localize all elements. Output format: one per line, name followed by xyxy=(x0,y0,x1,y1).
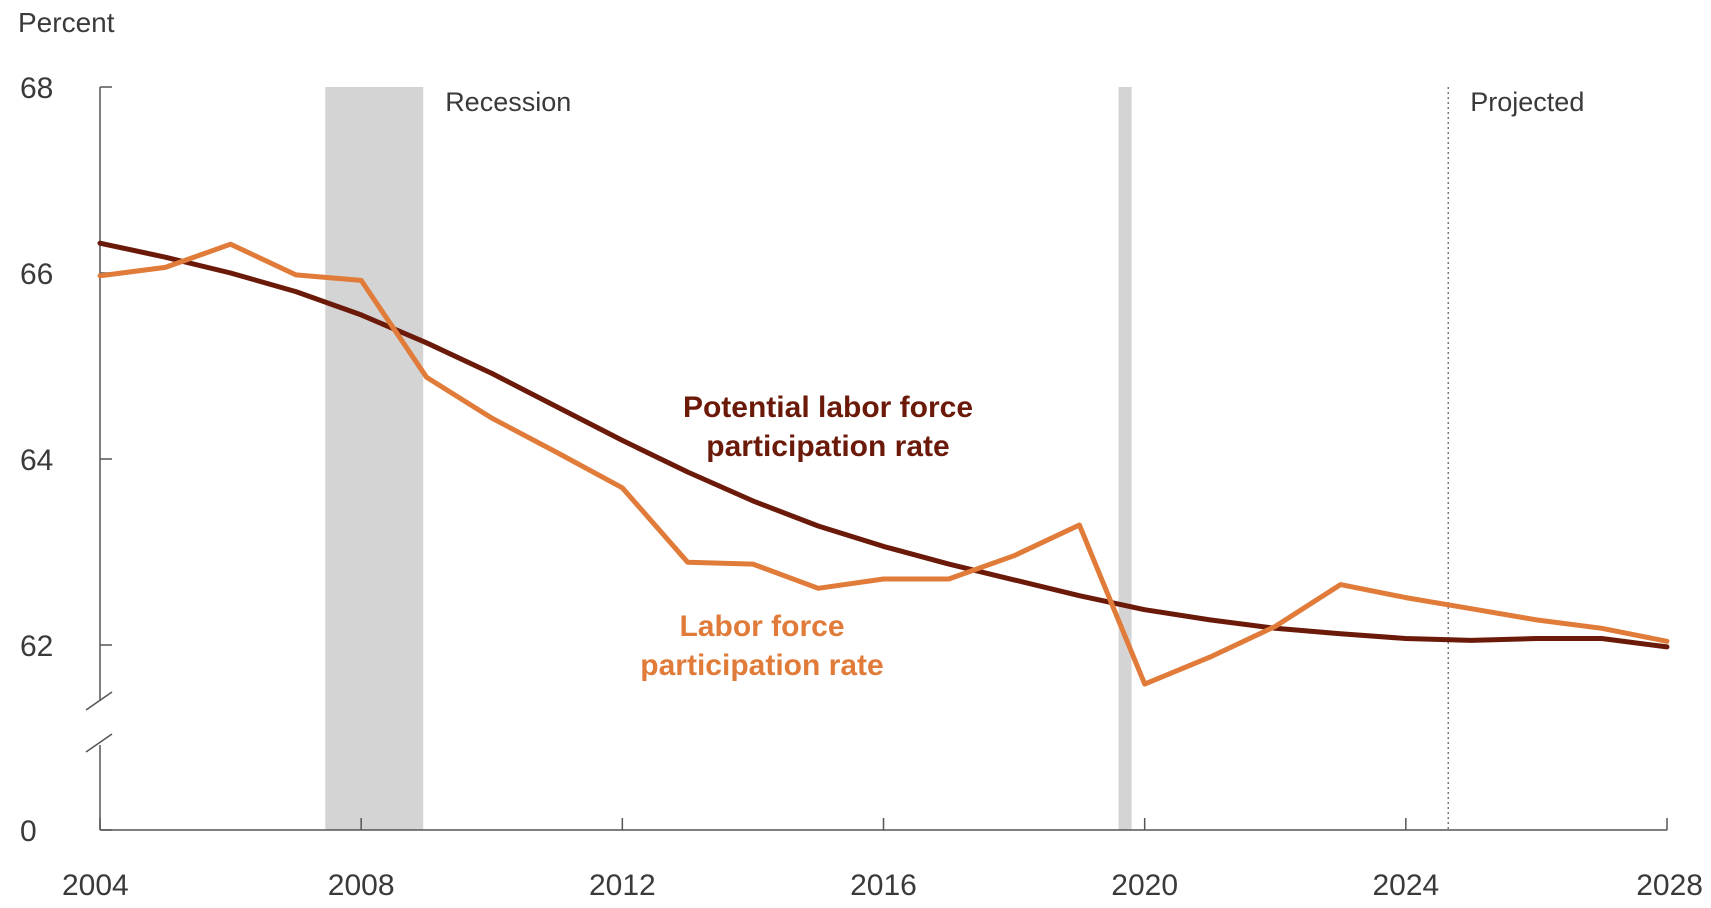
x-tick-label-2004: 2004 xyxy=(62,869,129,902)
x-tick-label-2020: 2020 xyxy=(1111,869,1178,902)
recession-band-0 xyxy=(325,87,424,830)
series-1-point-2018 xyxy=(1013,555,1015,557)
x-tick-label-2024: 2024 xyxy=(1372,869,1439,902)
series-0-point-2013 xyxy=(687,471,689,473)
series-1-point-2011 xyxy=(556,451,558,453)
axis-break-mark-1 xyxy=(85,691,113,711)
series-0-point-2007 xyxy=(295,291,297,293)
y-axis-unit-label: Percent xyxy=(18,7,115,38)
series-0-point-2010 xyxy=(491,372,493,374)
axes: Percent 68 66 64 62 0 2004 2008 2012 2016 2020 2024… xyxy=(18,7,1703,902)
series-1-point-2016 xyxy=(883,578,884,580)
series-1-point-2005 xyxy=(164,266,166,268)
y-tick-label-0: 0 xyxy=(20,815,37,848)
projection-label: Projected xyxy=(1470,87,1584,117)
y-tick-label-66: 66 xyxy=(20,258,53,291)
y-tick-label-62: 62 xyxy=(20,630,53,663)
series-1-point-2010 xyxy=(491,417,493,419)
series-1-point-2015 xyxy=(817,587,819,589)
series-0-point-2020 xyxy=(1144,609,1146,611)
series-1-point-2012 xyxy=(621,487,623,489)
series-1-point-2004 xyxy=(99,275,101,277)
series-1-point-2027 xyxy=(1601,627,1603,629)
series-0-point-2011 xyxy=(556,406,558,408)
series-0-point-2006 xyxy=(230,272,232,274)
series-0-point-2004 xyxy=(99,242,101,244)
series-1-point-2023 xyxy=(1340,584,1342,586)
series-0-point-2025 xyxy=(1470,639,1472,641)
series-lines xyxy=(97,240,1670,687)
series-label-1-line-0: Labor force xyxy=(679,610,844,643)
series-1-point-2007 xyxy=(295,274,297,276)
series-1-point-2017 xyxy=(948,578,950,580)
series-0-point-2017 xyxy=(948,563,950,565)
series-0-point-2024 xyxy=(1405,637,1407,639)
recession-label: Recession xyxy=(445,87,571,117)
y-tick-label-64: 64 xyxy=(20,444,53,477)
series-0-point-2015 xyxy=(817,525,819,527)
x-tick-label-2012: 2012 xyxy=(589,869,656,902)
series-1-point-2020 xyxy=(1144,683,1146,685)
x-tick-label-2028: 2028 xyxy=(1636,869,1703,902)
series-0-point-2018 xyxy=(1013,579,1015,581)
series-label-1-line-1: participation rate xyxy=(640,649,883,682)
series-1-point-2025 xyxy=(1470,608,1472,610)
series-1-point-2009 xyxy=(425,376,427,378)
series-0-point-2009 xyxy=(425,342,427,344)
series-0-point-2021 xyxy=(1209,619,1211,621)
series-0-point-2012 xyxy=(621,439,623,441)
series-0-point-2014 xyxy=(752,500,754,502)
series-1-point-2019 xyxy=(1078,524,1080,526)
chart-labels: Potential labor force participation rate L… xyxy=(640,391,973,682)
series-1-point-2021 xyxy=(1209,656,1211,658)
series-1-point-2008 xyxy=(360,279,362,281)
x-tick-label-2016: 2016 xyxy=(850,869,917,902)
series-1-point-2026 xyxy=(1535,619,1537,621)
series-1-point-2024 xyxy=(1405,597,1407,599)
projection-divider: Projected xyxy=(1447,87,1584,830)
series-0-point-2023 xyxy=(1340,633,1342,635)
series-1-point-2013 xyxy=(687,561,689,563)
series-0-point-2027 xyxy=(1601,637,1603,639)
series-0-point-2028 xyxy=(1666,646,1668,648)
series-0-point-2019 xyxy=(1078,595,1080,597)
series-1-point-2006 xyxy=(230,243,232,245)
series-0-point-2026 xyxy=(1535,637,1537,639)
series-1-point-2028 xyxy=(1666,640,1668,642)
series-1-point-2014 xyxy=(752,563,754,565)
recession-band-1 xyxy=(1118,87,1132,830)
x-tick-label-2008: 2008 xyxy=(328,869,395,902)
series-0-point-2008 xyxy=(360,314,362,316)
series-0-point-2005 xyxy=(164,256,166,258)
series-1-point-2022 xyxy=(1274,625,1276,627)
axis-break-mark-2 xyxy=(85,733,113,753)
y-tick-label-68: 68 xyxy=(20,72,53,105)
series-label-0-line-1: participation rate xyxy=(706,430,949,463)
series-0-point-2016 xyxy=(883,545,884,547)
series-label-0-line-0: Potential labor force xyxy=(683,391,973,424)
